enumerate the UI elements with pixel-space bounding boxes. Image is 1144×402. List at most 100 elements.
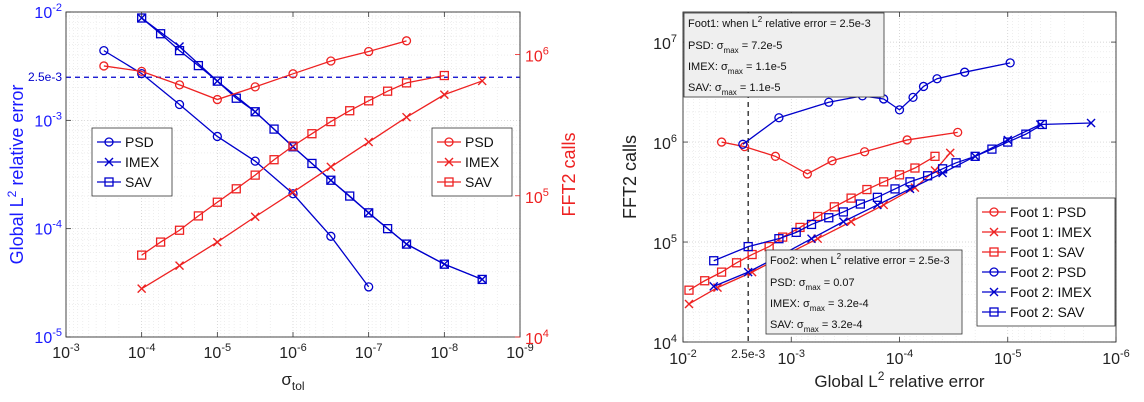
series-line <box>713 123 1043 262</box>
data-point <box>953 127 963 138</box>
data-point <box>738 139 748 149</box>
x-tick-label: 10-3 <box>52 342 80 362</box>
x-tick-label: 10-5 <box>204 342 232 362</box>
data-point <box>802 169 813 179</box>
data-point <box>838 207 849 217</box>
legend-label: Foot 2: IMEX <box>1010 284 1092 300</box>
legend-label: SAV <box>465 174 493 190</box>
data-point <box>684 285 694 295</box>
data-point <box>872 192 883 202</box>
data-point <box>174 99 185 110</box>
x-tick-label: 10-2 <box>669 348 697 368</box>
data-point <box>345 191 355 201</box>
data-point <box>231 93 241 103</box>
data-point <box>401 36 412 46</box>
data-point <box>99 61 109 71</box>
data-point <box>960 67 970 77</box>
data-point <box>937 164 948 174</box>
x-extra-tick-label: 2.5e-3 <box>731 347 765 361</box>
legend-box <box>976 197 1116 327</box>
data-point <box>945 148 955 158</box>
legend-label: PSD <box>465 134 494 150</box>
legend-marker <box>989 267 999 277</box>
data-point <box>137 250 147 260</box>
data-point <box>872 200 882 210</box>
data-point <box>824 213 834 223</box>
data-point <box>890 184 900 194</box>
data-point <box>174 45 185 56</box>
x-tick-label: 10-8 <box>431 342 459 362</box>
data-point <box>905 177 915 187</box>
data-point <box>774 234 784 244</box>
legend-label: IMEX <box>125 154 160 170</box>
legend-label: Foot 1: IMEX <box>1010 224 1092 240</box>
data-point <box>212 94 222 105</box>
x-tick-label: 10-6 <box>1102 348 1130 368</box>
annotation-foot2: Foo2: when L2 relative error = 2.5e-3 PSD… <box>765 249 963 335</box>
data-point <box>364 46 374 57</box>
data-point <box>193 60 204 71</box>
x-tick-label: 10-3 <box>777 348 805 368</box>
annotation-row: PSD: σmax = 7.2e-5 <box>688 40 782 55</box>
data-point <box>713 283 723 293</box>
data-point <box>743 267 753 277</box>
data-point <box>716 137 727 147</box>
data-point <box>813 211 823 222</box>
y-left-tick-label: 10-2 <box>34 2 62 22</box>
data-point <box>932 74 942 84</box>
series-line <box>688 155 936 291</box>
data-point <box>326 231 336 241</box>
data-point <box>477 274 487 285</box>
legend-right: PSD IMEX SAV <box>431 127 513 197</box>
data-point <box>862 184 872 195</box>
data-point <box>922 171 933 181</box>
data-point <box>684 299 694 309</box>
data-point <box>439 259 449 269</box>
data-point <box>288 189 298 199</box>
data-point <box>137 284 147 294</box>
annotation-row: PSD: σmax = 0.07 <box>770 277 855 292</box>
legend-label: PSD <box>125 134 154 150</box>
legend-label: Foot 2: SAV <box>1010 304 1085 320</box>
data-point <box>879 177 889 187</box>
data-point <box>364 208 374 218</box>
data-point <box>401 239 412 249</box>
data-point <box>212 197 222 207</box>
legend-marker <box>104 177 114 187</box>
series-line <box>141 74 445 256</box>
data-point <box>288 187 298 197</box>
data-point <box>288 141 298 151</box>
data-point <box>477 76 487 86</box>
annotation-row: IMEX: σmax = 3.2e-4 <box>770 298 869 313</box>
series-line <box>103 40 407 101</box>
data-point <box>700 276 710 286</box>
data-point <box>174 225 185 235</box>
data-point <box>716 267 727 277</box>
annotation-row: SAV: σmax = 3.2e-4 <box>770 319 863 334</box>
data-point <box>439 70 449 81</box>
data-point <box>288 69 298 79</box>
annotation-title: Foo2: when L2 relative error = 2.5e-3 <box>770 252 950 267</box>
annotation-foot1: Foot1: when L2 relative error = 2.5e-3 PS… <box>683 12 885 98</box>
y-tick-label: 106 <box>653 133 677 153</box>
data-point <box>250 156 260 166</box>
data-point <box>174 80 185 90</box>
annotation-row: SAV: σmax = 1.1e-5 <box>688 82 781 97</box>
data-point <box>838 217 848 227</box>
y-tick-label: 105 <box>653 233 677 253</box>
y-axis-label: FFT2 calls <box>620 135 640 219</box>
data-point <box>824 97 834 107</box>
data-point <box>918 81 929 92</box>
data-point <box>155 237 166 247</box>
data-point <box>1086 118 1096 128</box>
annotation-row: IMEX: σmax = 1.1e-5 <box>688 61 787 76</box>
data-point <box>250 107 260 117</box>
legend-marker <box>104 157 114 167</box>
data-point <box>364 96 374 106</box>
data-point <box>155 29 166 39</box>
x-axis-label: σtol <box>281 370 304 393</box>
data-point <box>250 82 260 92</box>
annotation-box <box>765 249 963 335</box>
data-point <box>1003 137 1013 147</box>
